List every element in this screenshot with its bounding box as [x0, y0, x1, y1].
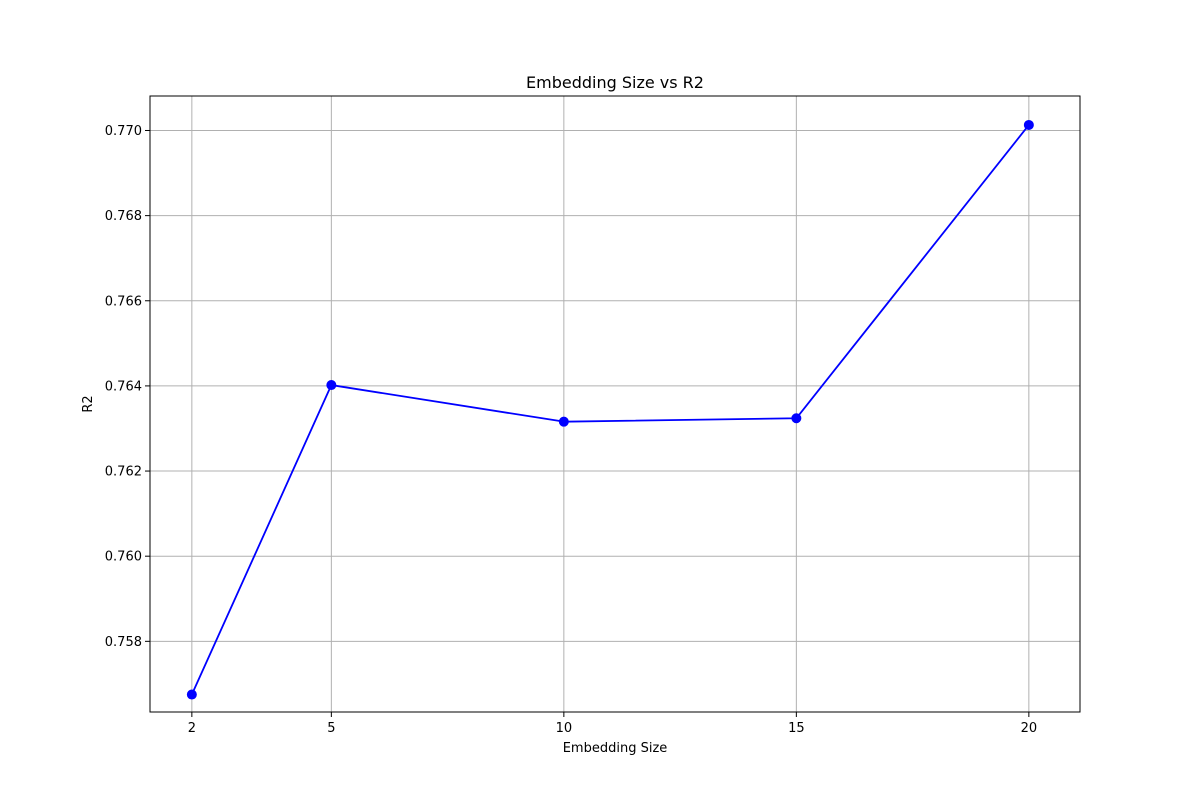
- plot-frame: [149, 95, 1081, 713]
- grid-layer: [150, 96, 1080, 712]
- y-tick-label: 0.760: [105, 550, 142, 565]
- data-point: [558, 416, 569, 427]
- series-layer: [186, 119, 1034, 700]
- x-tick-label: 10: [556, 721, 573, 736]
- y-tick-label: 0.758: [105, 635, 142, 650]
- y-tick-label: 0.766: [105, 294, 142, 309]
- data-point: [186, 689, 197, 700]
- data-point: [326, 380, 337, 391]
- y-tick-label: 0.762: [105, 465, 142, 480]
- x-tick-label: 5: [327, 721, 335, 736]
- y-tick-label: 0.764: [105, 379, 142, 394]
- chart-title: Embedding Size vs R2: [526, 73, 704, 92]
- y-tick-label: 0.768: [105, 209, 142, 224]
- x-tick-label: 15: [788, 721, 805, 736]
- data-point: [1023, 119, 1034, 130]
- y-axis-label: R2: [81, 395, 96, 412]
- x-tick-label: 20: [1021, 721, 1038, 736]
- data-point: [791, 413, 802, 424]
- y-tick-label: 0.770: [105, 124, 142, 139]
- x-tick-label: 2: [188, 721, 196, 736]
- tick-layer: 2 5 10 15 20 0.758 0.760 0.762 0.764 0.766 0.768 0.…: [105, 124, 1037, 736]
- x-axis-label: Embedding Size: [563, 741, 668, 756]
